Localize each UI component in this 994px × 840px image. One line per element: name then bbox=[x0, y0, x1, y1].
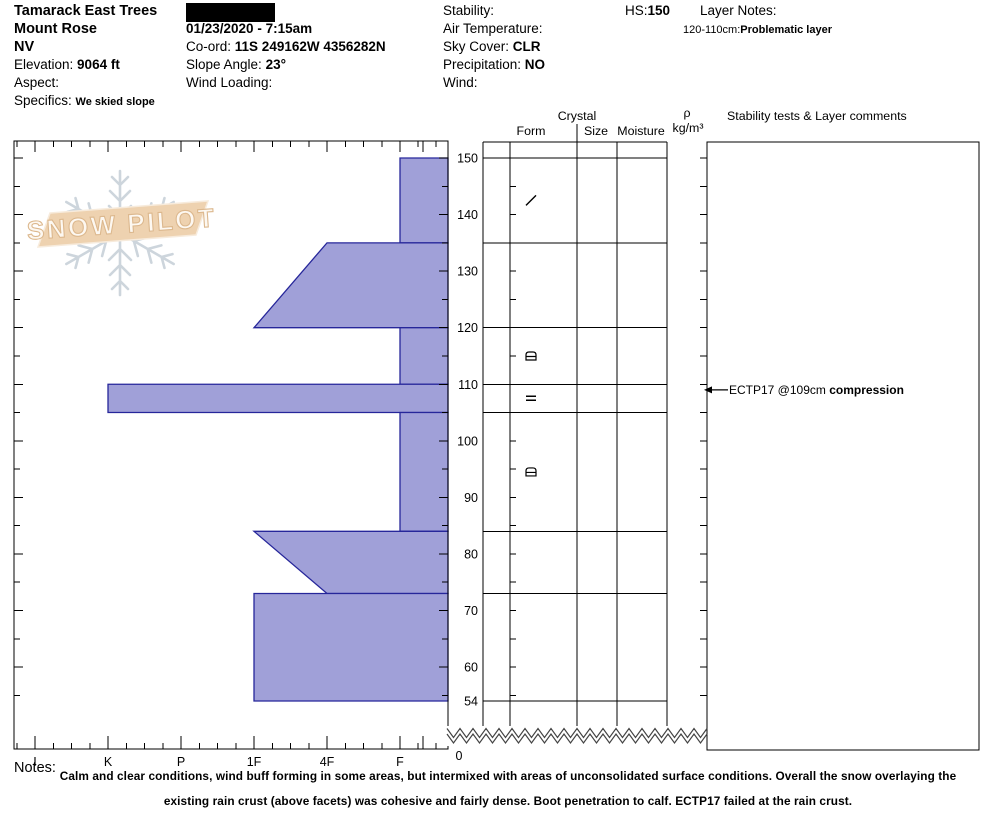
observation-datetime: 01/23/2020 - 7:15am bbox=[186, 21, 313, 36]
depth-tick-label: 130 bbox=[457, 265, 478, 279]
slope-angle-label: Slope Angle: bbox=[186, 57, 266, 72]
mountain-range: Mount Rose bbox=[14, 21, 97, 37]
slope-angle-row: Slope Angle: 23° bbox=[186, 57, 286, 72]
depth-tick-label: 90 bbox=[464, 491, 478, 505]
axis-break-zigzag bbox=[446, 732, 708, 745]
ect-annotation: ECTP17 @109cm compression bbox=[729, 383, 904, 397]
hardness-axis-label: F bbox=[396, 755, 404, 769]
depth-tick-label: 100 bbox=[457, 434, 478, 448]
elevation-value: 9064 ft bbox=[77, 57, 120, 72]
crystal-symbol-slash bbox=[525, 194, 537, 206]
stability-label: Stability: bbox=[443, 3, 495, 18]
layer-notes-label: Layer Notes: bbox=[700, 3, 777, 18]
profile-plot-box bbox=[13, 140, 449, 750]
depth-tick-label: 120 bbox=[457, 321, 478, 335]
density-units: kg/m³ bbox=[672, 121, 704, 135]
air-temperature-label: Air Temperature: bbox=[443, 21, 543, 36]
crystal-symbol-crust bbox=[525, 467, 537, 477]
axis-break-zigzag bbox=[446, 727, 708, 739]
ect-annotation-bold: compression bbox=[829, 383, 904, 397]
depth-tick-label: 150 bbox=[457, 152, 478, 166]
precipitation-row: Precipitation: NO bbox=[443, 57, 545, 72]
snow-height-row: HS:150 bbox=[625, 3, 670, 18]
state: NV bbox=[14, 39, 35, 55]
form-header: Form bbox=[516, 124, 546, 138]
slope-angle-value: 23° bbox=[265, 57, 286, 72]
layer-bar bbox=[253, 592, 449, 702]
notes-text: Calm and clear conditions, wind buff for… bbox=[59, 769, 957, 808]
specifics-row: Specifics: We skied slope bbox=[14, 93, 155, 108]
precipitation-value: NO bbox=[524, 57, 546, 72]
depth-tick-label: 110 bbox=[458, 378, 478, 392]
hs-label: HS: bbox=[625, 3, 648, 18]
layer-bar bbox=[399, 157, 449, 244]
layer-bar bbox=[399, 411, 449, 532]
layer-note-text: Problematic layer bbox=[740, 24, 832, 36]
site-name: Tamarack East Trees bbox=[14, 3, 158, 19]
sky-cover-row: Sky Cover: CLR bbox=[443, 39, 541, 54]
layer-bar bbox=[252, 530, 449, 595]
specifics-label: Specifics: bbox=[14, 93, 76, 108]
logo-banner bbox=[36, 200, 210, 248]
density-header: ρ bbox=[683, 106, 691, 120]
coord-value: 11S 249162W 4356282N bbox=[234, 39, 386, 54]
precipitation-label: Precipitation: bbox=[443, 57, 525, 72]
hardness-axis-label: I bbox=[33, 755, 36, 769]
wind-loading-label: Wind Loading: bbox=[186, 75, 273, 90]
hardness-axis-label: P bbox=[177, 755, 185, 769]
sky-cover-label: Sky Cover: bbox=[443, 39, 513, 54]
elevation-row: Elevation: 9064 ft bbox=[14, 57, 120, 72]
depth-tick-label: 60 bbox=[464, 661, 478, 675]
moisture-header: Moisture bbox=[617, 124, 665, 138]
ground-zero-label: 0 bbox=[456, 749, 463, 763]
layer-note-item: 120-110cm:Problematic layer bbox=[683, 24, 832, 36]
wind-label: Wind: bbox=[443, 75, 478, 90]
depth-tick-label: 80 bbox=[464, 547, 478, 561]
redacted-observer-box bbox=[186, 3, 275, 22]
size-header: Size bbox=[583, 124, 609, 138]
layer-note-range: 120-110cm: bbox=[683, 24, 741, 36]
layer-bar bbox=[399, 327, 449, 385]
coord-label: Co-ord: bbox=[186, 39, 235, 54]
crystal-header: Crystal bbox=[557, 109, 597, 123]
ect-annotation-prefix: ECTP17 @109cm bbox=[729, 383, 830, 397]
layer-bar bbox=[107, 383, 449, 414]
specifics-value: We skied slope bbox=[75, 96, 155, 108]
comments-panel-box bbox=[706, 141, 980, 751]
depth-tick-label: 54 bbox=[464, 695, 478, 709]
sky-cover-value: CLR bbox=[512, 39, 541, 54]
comments-header: Stability tests & Layer comments bbox=[727, 109, 907, 123]
notes-label: Notes: bbox=[14, 760, 56, 776]
ect-arrow-head bbox=[704, 386, 712, 394]
hardness-axis-label: 4F bbox=[320, 755, 335, 769]
depth-tick-label: 140 bbox=[457, 208, 478, 222]
elevation-label: Elevation: bbox=[14, 57, 78, 72]
coordinates-row: Co-ord: 11S 249162W 4356282N bbox=[186, 39, 386, 54]
depth-tick-label: 70 bbox=[464, 604, 478, 618]
snowpilot-logo: SNOW PILOT bbox=[25, 169, 218, 297]
aspect-label: Aspect: bbox=[14, 75, 60, 90]
hardness-axis-label: K bbox=[104, 755, 113, 769]
hs-value: 150 bbox=[647, 3, 671, 18]
hardness-axis-label: 1F bbox=[247, 755, 262, 769]
crystal-symbol-crust bbox=[525, 351, 537, 361]
